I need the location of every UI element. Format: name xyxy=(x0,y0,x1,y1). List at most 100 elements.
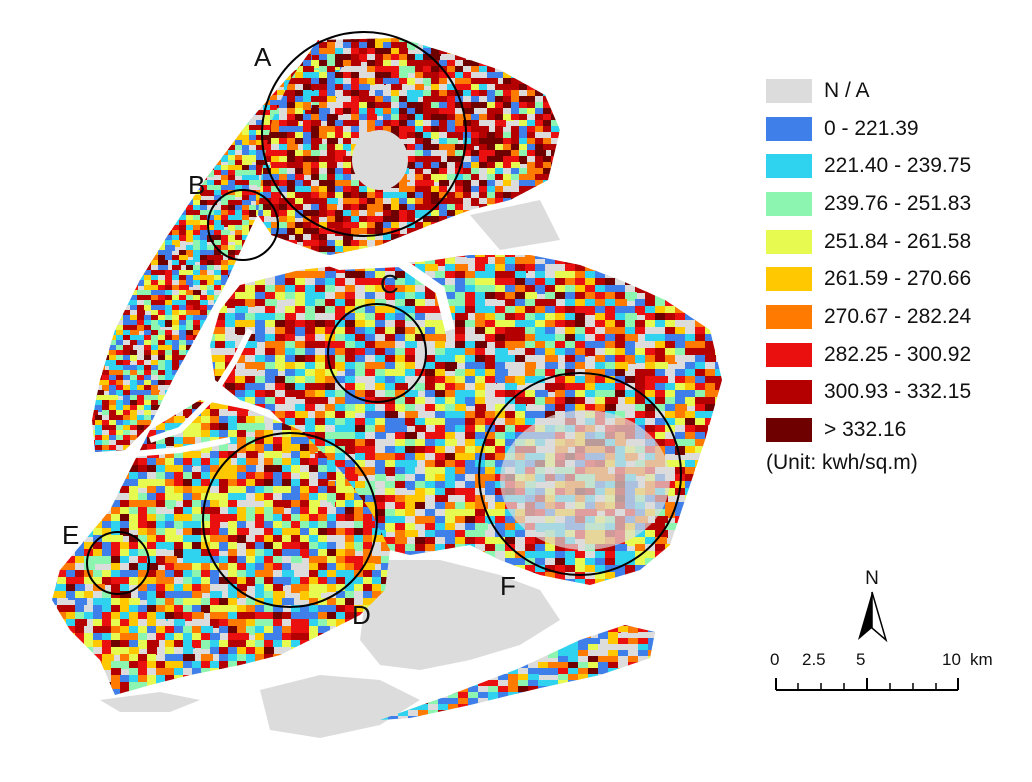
parcel-cell xyxy=(555,292,565,299)
parcel-cell xyxy=(158,140,165,146)
parcel-cell xyxy=(116,260,124,267)
parcel-cell xyxy=(527,96,537,102)
parcel-cell xyxy=(193,385,200,391)
parcel-cell xyxy=(255,334,266,342)
parcel-cell xyxy=(123,360,130,365)
parcel-cell xyxy=(405,255,416,258)
parcel-cell xyxy=(137,160,144,165)
parcel-cell xyxy=(221,70,228,76)
parcel-cell xyxy=(475,264,486,272)
parcel-cell xyxy=(345,306,358,313)
parcel-cell xyxy=(695,292,708,299)
parcel-cell xyxy=(186,90,195,96)
parcel-cell xyxy=(535,72,546,79)
parcel-cell xyxy=(172,50,182,57)
parcel-cell xyxy=(116,365,124,370)
parcel-cell xyxy=(343,90,352,96)
parcel-cell xyxy=(705,341,717,348)
parcel-cell xyxy=(275,285,286,294)
parcel-cell xyxy=(415,198,426,205)
parcel-cell xyxy=(505,327,516,336)
parcel-cell xyxy=(235,245,244,252)
parcel-cell xyxy=(447,186,458,193)
parcel-cell xyxy=(137,280,146,286)
parcel-cell xyxy=(447,96,458,104)
parcel-cell xyxy=(123,45,131,47)
parcel-cell xyxy=(214,150,224,157)
parcel-cell xyxy=(130,295,137,301)
parcel-cell xyxy=(343,240,352,247)
parcel-cell xyxy=(116,90,126,95)
parcel-cell xyxy=(391,216,399,224)
parcel-cell xyxy=(311,84,322,90)
parcel-cell xyxy=(303,54,311,60)
parcel-cell xyxy=(399,42,409,49)
parcel-cell xyxy=(200,60,210,65)
parcel-cell xyxy=(415,210,426,218)
parcel-cell xyxy=(221,250,230,256)
parcel-cell xyxy=(345,313,358,322)
parcel-cell xyxy=(407,246,417,254)
parcel-cell xyxy=(179,65,187,70)
parcel-cell xyxy=(447,60,455,66)
parcel-cell xyxy=(525,327,536,335)
parcel-cell xyxy=(225,327,237,334)
parcel-cell xyxy=(271,156,282,163)
parcel-cell xyxy=(383,126,391,134)
parcel-cell xyxy=(355,306,368,314)
parcel-cell xyxy=(151,105,159,110)
parcel-cell xyxy=(130,330,139,337)
parcel-cell xyxy=(439,192,448,200)
parcel-cell xyxy=(475,299,488,308)
parcel-cell xyxy=(214,75,223,80)
parcel-cell xyxy=(715,341,722,348)
parcel-cell xyxy=(511,150,522,157)
parcel-cell xyxy=(179,390,188,396)
parcel-cell xyxy=(137,320,144,326)
parcel-cell xyxy=(158,240,166,245)
parcel-cell xyxy=(144,320,154,325)
parcel-cell xyxy=(383,198,393,205)
parcel-cell xyxy=(495,292,506,300)
parcel-cell xyxy=(116,310,123,317)
parcel-cell xyxy=(109,450,117,452)
parcel-cell xyxy=(123,270,132,277)
parcel-cell xyxy=(439,120,450,126)
parcel-cell xyxy=(535,306,547,315)
parcel-cell xyxy=(511,168,521,176)
parcel-cell xyxy=(92,245,98,251)
parcel-cell xyxy=(423,78,434,86)
parcel-cell xyxy=(123,340,131,345)
parcel-cell xyxy=(123,215,131,220)
parcel-cell xyxy=(137,335,145,341)
parcel-cell xyxy=(102,405,111,411)
parcel-cell xyxy=(242,150,249,155)
parcel-cell xyxy=(123,240,130,246)
parcel-cell xyxy=(158,370,165,377)
parcel-cell xyxy=(200,105,209,111)
parcel-cell xyxy=(487,246,495,252)
parcel-cell xyxy=(193,200,202,206)
parcel-cell xyxy=(92,75,97,81)
parcel-cell xyxy=(215,306,227,313)
parcel-cell xyxy=(193,85,200,90)
parcel-cell xyxy=(315,285,327,293)
parcel-cell xyxy=(271,144,282,150)
parcel-cell xyxy=(193,135,201,141)
parcel-cell xyxy=(193,325,203,331)
parcel-cell xyxy=(455,320,465,327)
parcel-cell xyxy=(519,54,528,60)
parcel-cell xyxy=(325,313,336,320)
parcel-cell xyxy=(92,260,96,266)
parcel-cell xyxy=(463,192,473,199)
parcel-cell xyxy=(256,125,266,131)
parcel-cell xyxy=(109,170,117,175)
parcel-cell xyxy=(137,315,147,320)
parcel-cell xyxy=(407,78,416,85)
parcel-cell xyxy=(137,150,147,155)
parcel-cell xyxy=(116,140,123,146)
parcel-cell xyxy=(465,341,477,350)
parcel-cell xyxy=(303,126,311,132)
parcel-cell xyxy=(123,430,132,437)
parcel-cell xyxy=(407,252,417,255)
